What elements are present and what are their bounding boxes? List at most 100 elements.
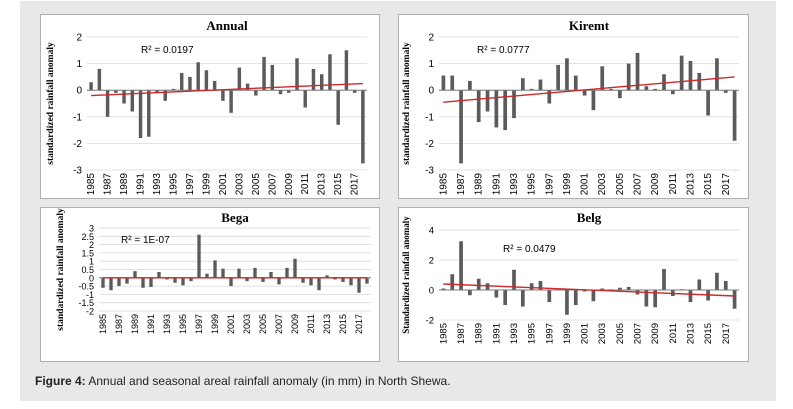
x-tick-label: 1985	[438, 323, 449, 344]
x-tick-label: 2009	[650, 323, 661, 344]
bar	[679, 55, 684, 91]
bar	[476, 278, 481, 290]
x-tick-label: 2015	[333, 173, 344, 196]
y-tick-label: -0.5	[78, 282, 94, 292]
bar	[212, 80, 217, 91]
bar	[450, 274, 455, 290]
y-tick-label: 2	[76, 33, 82, 44]
bar	[133, 271, 137, 278]
bar	[600, 66, 605, 91]
bar	[626, 63, 631, 91]
chart-title: Kiremt	[569, 18, 610, 33]
bar	[732, 90, 737, 141]
x-tick-label: 2013	[317, 173, 328, 196]
y-tick-label: 1	[428, 59, 434, 70]
bar	[635, 52, 640, 91]
x-tick-label: 1995	[527, 173, 538, 196]
bar	[732, 290, 737, 309]
x-tick-label: 1993	[509, 323, 520, 344]
x-tick-label: 2011	[668, 173, 679, 195]
r-squared-label: R² = 1E-07	[121, 235, 170, 246]
bar	[309, 277, 313, 286]
bar	[181, 277, 185, 286]
y-tick-label: -3	[73, 166, 82, 177]
x-tick-label: 2013	[685, 323, 696, 344]
trend-line	[91, 82, 363, 97]
x-tick-label: 2009	[650, 173, 661, 196]
bar	[653, 88, 658, 91]
x-tick-label: 1985	[438, 173, 449, 196]
bar	[319, 74, 324, 91]
x-tick-label: 2015	[703, 173, 714, 196]
x-tick-label: 1999	[562, 173, 573, 196]
bar	[245, 83, 250, 91]
y-tick-label: 2.5	[81, 232, 94, 242]
bar	[262, 56, 266, 91]
x-tick-label: 2003	[597, 173, 608, 196]
belg-chart: Belg 4 2 0 -2 Standardized rainfall anomaly R²…	[401, 210, 739, 344]
bar	[109, 277, 113, 291]
bar	[529, 283, 534, 290]
bar	[197, 234, 201, 278]
bar	[149, 277, 153, 287]
y-tick-label: 2	[429, 256, 434, 267]
x-tick-label: 2003	[242, 314, 252, 334]
x-tick-label: 1995	[168, 173, 179, 196]
x-tick-label: 1997	[544, 323, 555, 344]
x-tick-label: 1987	[456, 173, 467, 196]
y-axis-label: standardized rainfall anomaly	[56, 208, 66, 331]
bar	[538, 79, 543, 91]
bar	[229, 277, 233, 287]
x-tick-label: 2005	[615, 323, 626, 344]
y-tick-label: 0	[428, 86, 434, 97]
x-tick-label: 1989	[130, 314, 140, 334]
bar	[476, 90, 481, 123]
x-tick-label: 1987	[103, 173, 114, 196]
bar	[529, 88, 534, 91]
y-tick-label: 0	[429, 286, 434, 297]
bar	[105, 90, 110, 117]
bar	[325, 275, 329, 278]
y-tick-label: -3	[425, 166, 434, 177]
x-tick-label: 1997	[544, 173, 555, 196]
bar	[591, 290, 596, 302]
bar	[196, 62, 200, 91]
bar	[341, 277, 345, 282]
bar	[165, 277, 169, 280]
x-tick-label: 2001	[580, 173, 591, 196]
x-tick-label: 2015	[703, 323, 714, 344]
bar	[361, 90, 365, 164]
y-tick-label: 2	[428, 33, 434, 44]
bar	[547, 290, 552, 302]
bar	[520, 78, 525, 91]
bar	[468, 80, 472, 91]
bar	[301, 277, 305, 283]
x-tick-label: 1995	[527, 323, 538, 344]
y-tick-label: 4	[429, 226, 434, 237]
bar	[706, 90, 710, 116]
bar	[188, 76, 192, 91]
y-axis-label: standardized rainfall anomaly	[402, 42, 412, 165]
bar	[662, 74, 666, 91]
bega-chart: Bega 32.521.510.50-0.5-1-1.5-2 standardize…	[56, 208, 371, 334]
bar	[503, 290, 508, 305]
bar	[494, 290, 499, 298]
x-tick-label: 2007	[633, 323, 644, 344]
x-tick-label: 1999	[201, 173, 212, 196]
bar	[450, 75, 455, 91]
x-tick-label: 2005	[615, 173, 626, 196]
kiremt-chart-panel: Kiremt 2 1 0 -1 -2 -3 standardized rainfall ano…	[398, 14, 749, 199]
y-tick-label: 1	[89, 257, 94, 267]
bar	[285, 267, 289, 278]
x-tick-label: 2017	[721, 323, 732, 344]
bar	[138, 90, 143, 139]
x-tick-label: 2007	[274, 314, 284, 334]
bar	[485, 283, 490, 290]
x-tick-label: 1989	[474, 323, 485, 344]
x-tick-label: 2003	[597, 323, 608, 344]
bar	[130, 90, 135, 112]
annual-chart-panel: Annual 2 1 0 -1 -2 -3 standardized rainfall ano…	[40, 14, 380, 199]
y-tick-label: 0	[89, 273, 94, 283]
bar	[229, 90, 233, 113]
y-tick-label: 1.5	[81, 248, 94, 258]
